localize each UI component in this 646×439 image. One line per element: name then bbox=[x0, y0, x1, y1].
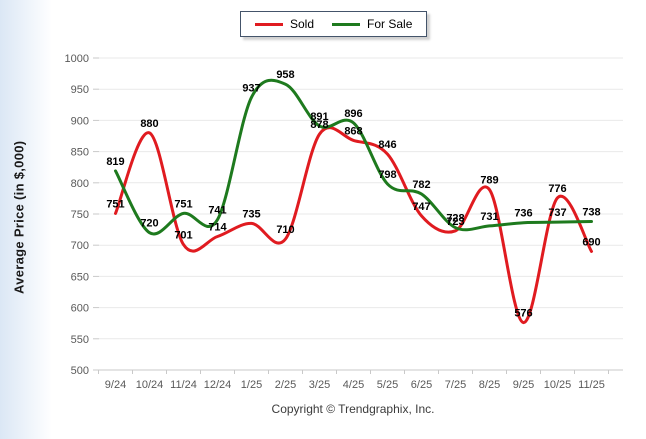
svg-text:6/25: 6/25 bbox=[411, 379, 432, 391]
series-line-for-sale bbox=[114, 78, 593, 236]
svg-text:714: 714 bbox=[208, 222, 227, 234]
svg-text:750: 750 bbox=[71, 209, 89, 221]
svg-text:741: 741 bbox=[208, 205, 226, 217]
y-axis-labels: 500 550 600 650 700 750 800 850 900 950 1000 bbox=[65, 53, 89, 377]
svg-text:576: 576 bbox=[514, 308, 532, 320]
chart-legend: Sold For Sale bbox=[240, 11, 428, 37]
svg-text:3/25: 3/25 bbox=[309, 379, 330, 391]
x-axis-labels: 9/24 10/24 11/24 12/24 1/25 2/25 3/25 4/25 5/25 6… bbox=[105, 379, 605, 391]
y-axis-ticks bbox=[93, 57, 99, 371]
data-labels-sold: 751 880 701 714 735 710 878 868 846 747 723 789 576 7… bbox=[106, 118, 600, 320]
svg-text:880: 880 bbox=[140, 118, 158, 130]
svg-text:4/25: 4/25 bbox=[343, 379, 364, 391]
svg-text:937: 937 bbox=[242, 82, 260, 94]
svg-text:958: 958 bbox=[276, 69, 294, 81]
svg-text:2/25: 2/25 bbox=[275, 379, 296, 391]
svg-text:846: 846 bbox=[378, 139, 396, 151]
legend-item-sold: Sold bbox=[255, 17, 314, 31]
svg-text:789: 789 bbox=[480, 175, 498, 187]
svg-text:650: 650 bbox=[71, 271, 89, 283]
svg-text:720: 720 bbox=[140, 218, 158, 230]
svg-text:735: 735 bbox=[242, 208, 260, 220]
for-sale-line-swatch bbox=[332, 22, 361, 26]
svg-text:731: 731 bbox=[480, 211, 498, 223]
svg-text:878: 878 bbox=[310, 119, 328, 131]
svg-text:550: 550 bbox=[71, 334, 89, 346]
x-axis-ticks bbox=[98, 370, 609, 374]
svg-text:819: 819 bbox=[106, 156, 124, 168]
svg-text:950: 950 bbox=[71, 84, 89, 96]
legend-label-for-sale: For Sale bbox=[367, 17, 413, 31]
svg-text:11/24: 11/24 bbox=[170, 379, 197, 391]
svg-text:5/25: 5/25 bbox=[377, 379, 398, 391]
svg-text:710: 710 bbox=[276, 224, 294, 236]
svg-text:747: 747 bbox=[412, 201, 430, 213]
svg-text:738: 738 bbox=[582, 207, 600, 219]
svg-text:12/24: 12/24 bbox=[204, 379, 232, 391]
data-labels-for-sale: 819 720 751 741 937 958 891 896 798 782 728 731 736 7… bbox=[106, 69, 600, 230]
svg-text:891: 891 bbox=[310, 111, 328, 123]
svg-text:798: 798 bbox=[378, 169, 396, 181]
sold-line-swatch bbox=[255, 22, 283, 26]
svg-text:8/25: 8/25 bbox=[479, 379, 500, 391]
svg-text:800: 800 bbox=[71, 178, 89, 190]
svg-text:776: 776 bbox=[548, 183, 566, 195]
svg-text:850: 850 bbox=[71, 147, 89, 159]
svg-text:7/25: 7/25 bbox=[445, 379, 466, 391]
copyright-text: Copyright © Trendgraphix, Inc. bbox=[271, 402, 435, 416]
svg-text:723: 723 bbox=[446, 216, 464, 228]
svg-text:896: 896 bbox=[344, 108, 362, 120]
svg-text:728: 728 bbox=[446, 213, 464, 225]
legend-item-for-sale: For Sale bbox=[332, 17, 412, 31]
gridlines bbox=[99, 57, 623, 340]
series-line-sold bbox=[114, 126, 593, 325]
svg-text:10/24: 10/24 bbox=[136, 379, 164, 391]
svg-text:736: 736 bbox=[514, 208, 532, 220]
svg-text:751: 751 bbox=[174, 198, 192, 210]
svg-text:9/24: 9/24 bbox=[105, 379, 126, 391]
svg-text:700: 700 bbox=[71, 240, 89, 252]
svg-text:9/25: 9/25 bbox=[513, 379, 534, 391]
svg-text:701: 701 bbox=[174, 230, 192, 242]
svg-text:868: 868 bbox=[344, 125, 362, 137]
svg-text:11/25: 11/25 bbox=[578, 379, 605, 391]
svg-text:737: 737 bbox=[548, 207, 566, 219]
svg-text:751: 751 bbox=[106, 198, 124, 210]
svg-text:782: 782 bbox=[412, 179, 430, 191]
svg-text:500: 500 bbox=[71, 365, 89, 377]
svg-text:600: 600 bbox=[71, 303, 89, 315]
legend-label-sold: Sold bbox=[290, 17, 315, 31]
svg-text:690: 690 bbox=[582, 236, 600, 248]
svg-text:10/25: 10/25 bbox=[544, 379, 572, 391]
y-axis-title: Average Price (in $,000) bbox=[11, 140, 27, 294]
svg-text:1/25: 1/25 bbox=[241, 379, 262, 391]
svg-text:900: 900 bbox=[71, 115, 89, 127]
svg-text:1000: 1000 bbox=[65, 53, 89, 65]
